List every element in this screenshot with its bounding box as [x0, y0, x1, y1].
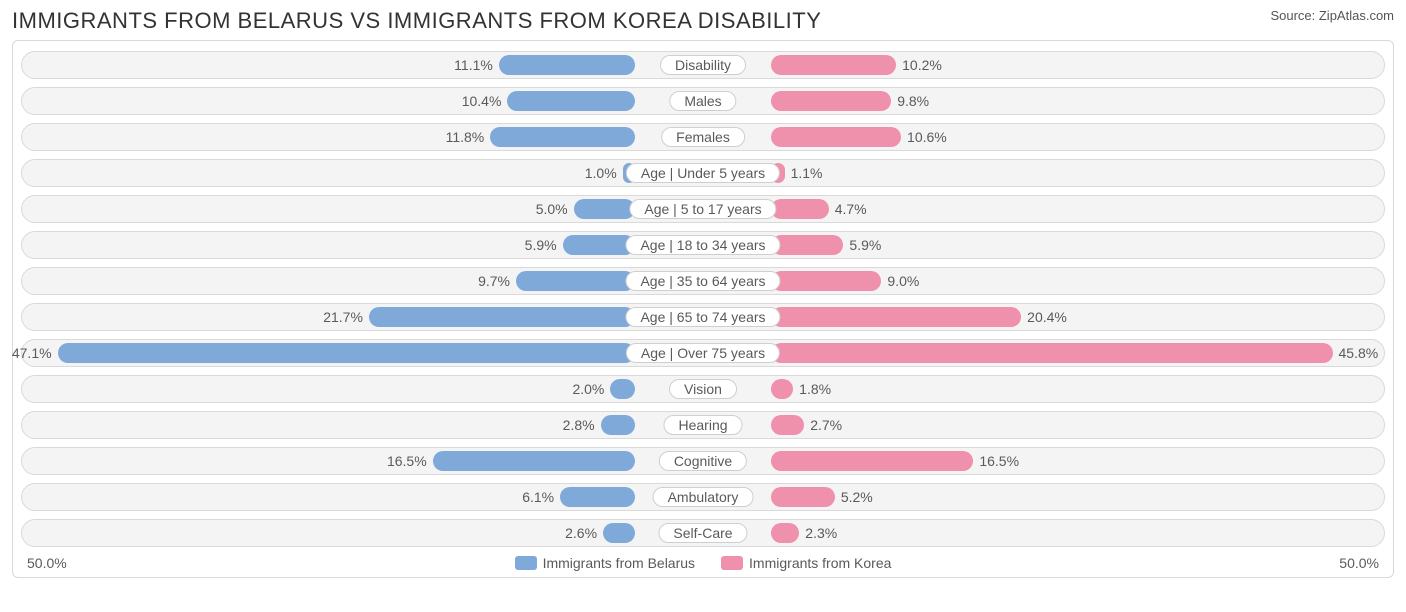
value-right: 20.4%	[1021, 304, 1067, 330]
chart-title: IMMIGRANTS FROM BELARUS VS IMMIGRANTS FR…	[12, 8, 821, 34]
legend-swatch-right	[721, 556, 743, 570]
category-pill: Age | Over 75 years	[626, 343, 780, 363]
bar-left	[499, 55, 635, 75]
bar-right	[771, 91, 891, 111]
bar-right	[771, 415, 804, 435]
bar-left	[516, 271, 635, 291]
chart-row: 2.6% 2.3% Self-Care	[21, 519, 1385, 547]
value-right: 5.2%	[835, 484, 873, 510]
chart-row: 5.9% 5.9% Age | 18 to 34 years	[21, 231, 1385, 259]
chart-row: 6.1% 5.2% Ambulatory	[21, 483, 1385, 511]
value-left: 47.1%	[12, 340, 58, 366]
category-pill: Males	[669, 91, 736, 111]
category-pill: Age | 5 to 17 years	[629, 199, 776, 219]
bar-right	[771, 235, 843, 255]
bar-left	[433, 451, 635, 471]
category-pill: Vision	[669, 379, 737, 399]
value-right: 45.8%	[1333, 340, 1379, 366]
value-right: 2.3%	[799, 520, 837, 546]
bar-left	[603, 523, 635, 543]
chart-row: 1.0% 1.1%Age | Under 5 years	[21, 159, 1385, 187]
category-pill: Age | 35 to 64 years	[625, 271, 780, 291]
value-left: 10.4%	[462, 88, 508, 114]
value-right: 1.1%	[785, 160, 823, 186]
category-pill: Age | Under 5 years	[626, 163, 780, 183]
category-pill: Age | 65 to 74 years	[625, 307, 780, 327]
bar-right	[771, 523, 799, 543]
value-left: 2.8%	[563, 412, 601, 438]
value-right: 10.2%	[896, 52, 942, 78]
legend: Immigrants from Belarus Immigrants from …	[515, 555, 892, 571]
chart-row: 9.7% 9.0% Age | 35 to 64 years	[21, 267, 1385, 295]
chart-row: 21.7% 20.4% Age | 65 to 74 years	[21, 303, 1385, 331]
chart-row: 11.8% 10.6% Females	[21, 123, 1385, 151]
chart-row: 16.5% 16.5% Cognitive	[21, 447, 1385, 475]
bar-right	[771, 55, 896, 75]
bar-left	[560, 487, 635, 507]
diverging-bar-chart: 11.1%10.2%Disability10.4%9.8%Males11.8%1…	[12, 40, 1394, 578]
bar-right	[771, 199, 829, 219]
value-right: 1.8%	[793, 376, 831, 402]
category-pill: Age | 18 to 34 years	[625, 235, 780, 255]
value-right: 2.7%	[804, 412, 842, 438]
value-right: 9.0%	[881, 268, 919, 294]
chart-row: 2.8% 2.7% Hearing	[21, 411, 1385, 439]
category-pill: Self-Care	[658, 523, 747, 543]
chart-row: 2.0% 1.8% Vision	[21, 375, 1385, 403]
legend-item-left: Immigrants from Belarus	[515, 555, 695, 571]
chart-row: 10.4% 9.8% Males	[21, 87, 1385, 115]
legend-swatch-left	[515, 556, 537, 570]
value-left: 21.7%	[323, 304, 369, 330]
category-pill: Disability	[660, 55, 746, 75]
value-left: 9.7%	[478, 268, 516, 294]
category-pill: Cognitive	[659, 451, 747, 471]
value-right: 9.8%	[891, 88, 929, 114]
bar-right	[771, 307, 1021, 327]
axis-and-legend: 50.0% Immigrants from Belarus Immigrants…	[21, 555, 1385, 573]
bar-right	[771, 127, 901, 147]
chart-row: 11.1% 10.2% Disability	[21, 51, 1385, 79]
legend-label-left: Immigrants from Belarus	[543, 555, 695, 571]
bar-right	[771, 451, 973, 471]
bar-left	[507, 91, 634, 111]
value-right: 5.9%	[843, 232, 881, 258]
bar-right	[771, 487, 835, 507]
value-left: 2.6%	[565, 520, 603, 546]
bar-left	[490, 127, 635, 147]
value-left: 6.1%	[522, 484, 560, 510]
bar-left	[610, 379, 635, 399]
axis-left-max: 50.0%	[27, 555, 67, 571]
value-left: 11.1%	[454, 52, 499, 78]
bar-left	[58, 343, 635, 363]
value-left: 5.0%	[536, 196, 574, 222]
bar-left	[601, 415, 635, 435]
bar-right	[771, 379, 793, 399]
value-left: 5.9%	[525, 232, 563, 258]
category-pill: Hearing	[663, 415, 742, 435]
legend-label-right: Immigrants from Korea	[749, 555, 891, 571]
bar-left	[369, 307, 635, 327]
chart-row: 5.0% 4.7% Age | 5 to 17 years	[21, 195, 1385, 223]
axis-right-max: 50.0%	[1339, 555, 1379, 571]
legend-item-right: Immigrants from Korea	[721, 555, 891, 571]
bar-right	[771, 271, 881, 291]
bar-left	[574, 199, 635, 219]
value-left: 1.0%	[585, 160, 623, 186]
value-right: 16.5%	[973, 448, 1019, 474]
source-attribution: Source: ZipAtlas.com	[1270, 8, 1394, 23]
value-right: 4.7%	[829, 196, 867, 222]
bar-right	[771, 343, 1332, 363]
value-left: 16.5%	[387, 448, 433, 474]
category-pill: Females	[661, 127, 745, 147]
value-left: 11.8%	[446, 124, 491, 150]
bar-left	[563, 235, 635, 255]
chart-row: 47.1%45.8%Age | Over 75 years	[21, 339, 1385, 367]
category-pill: Ambulatory	[653, 487, 754, 507]
value-right: 10.6%	[901, 124, 947, 150]
value-left: 2.0%	[572, 376, 610, 402]
